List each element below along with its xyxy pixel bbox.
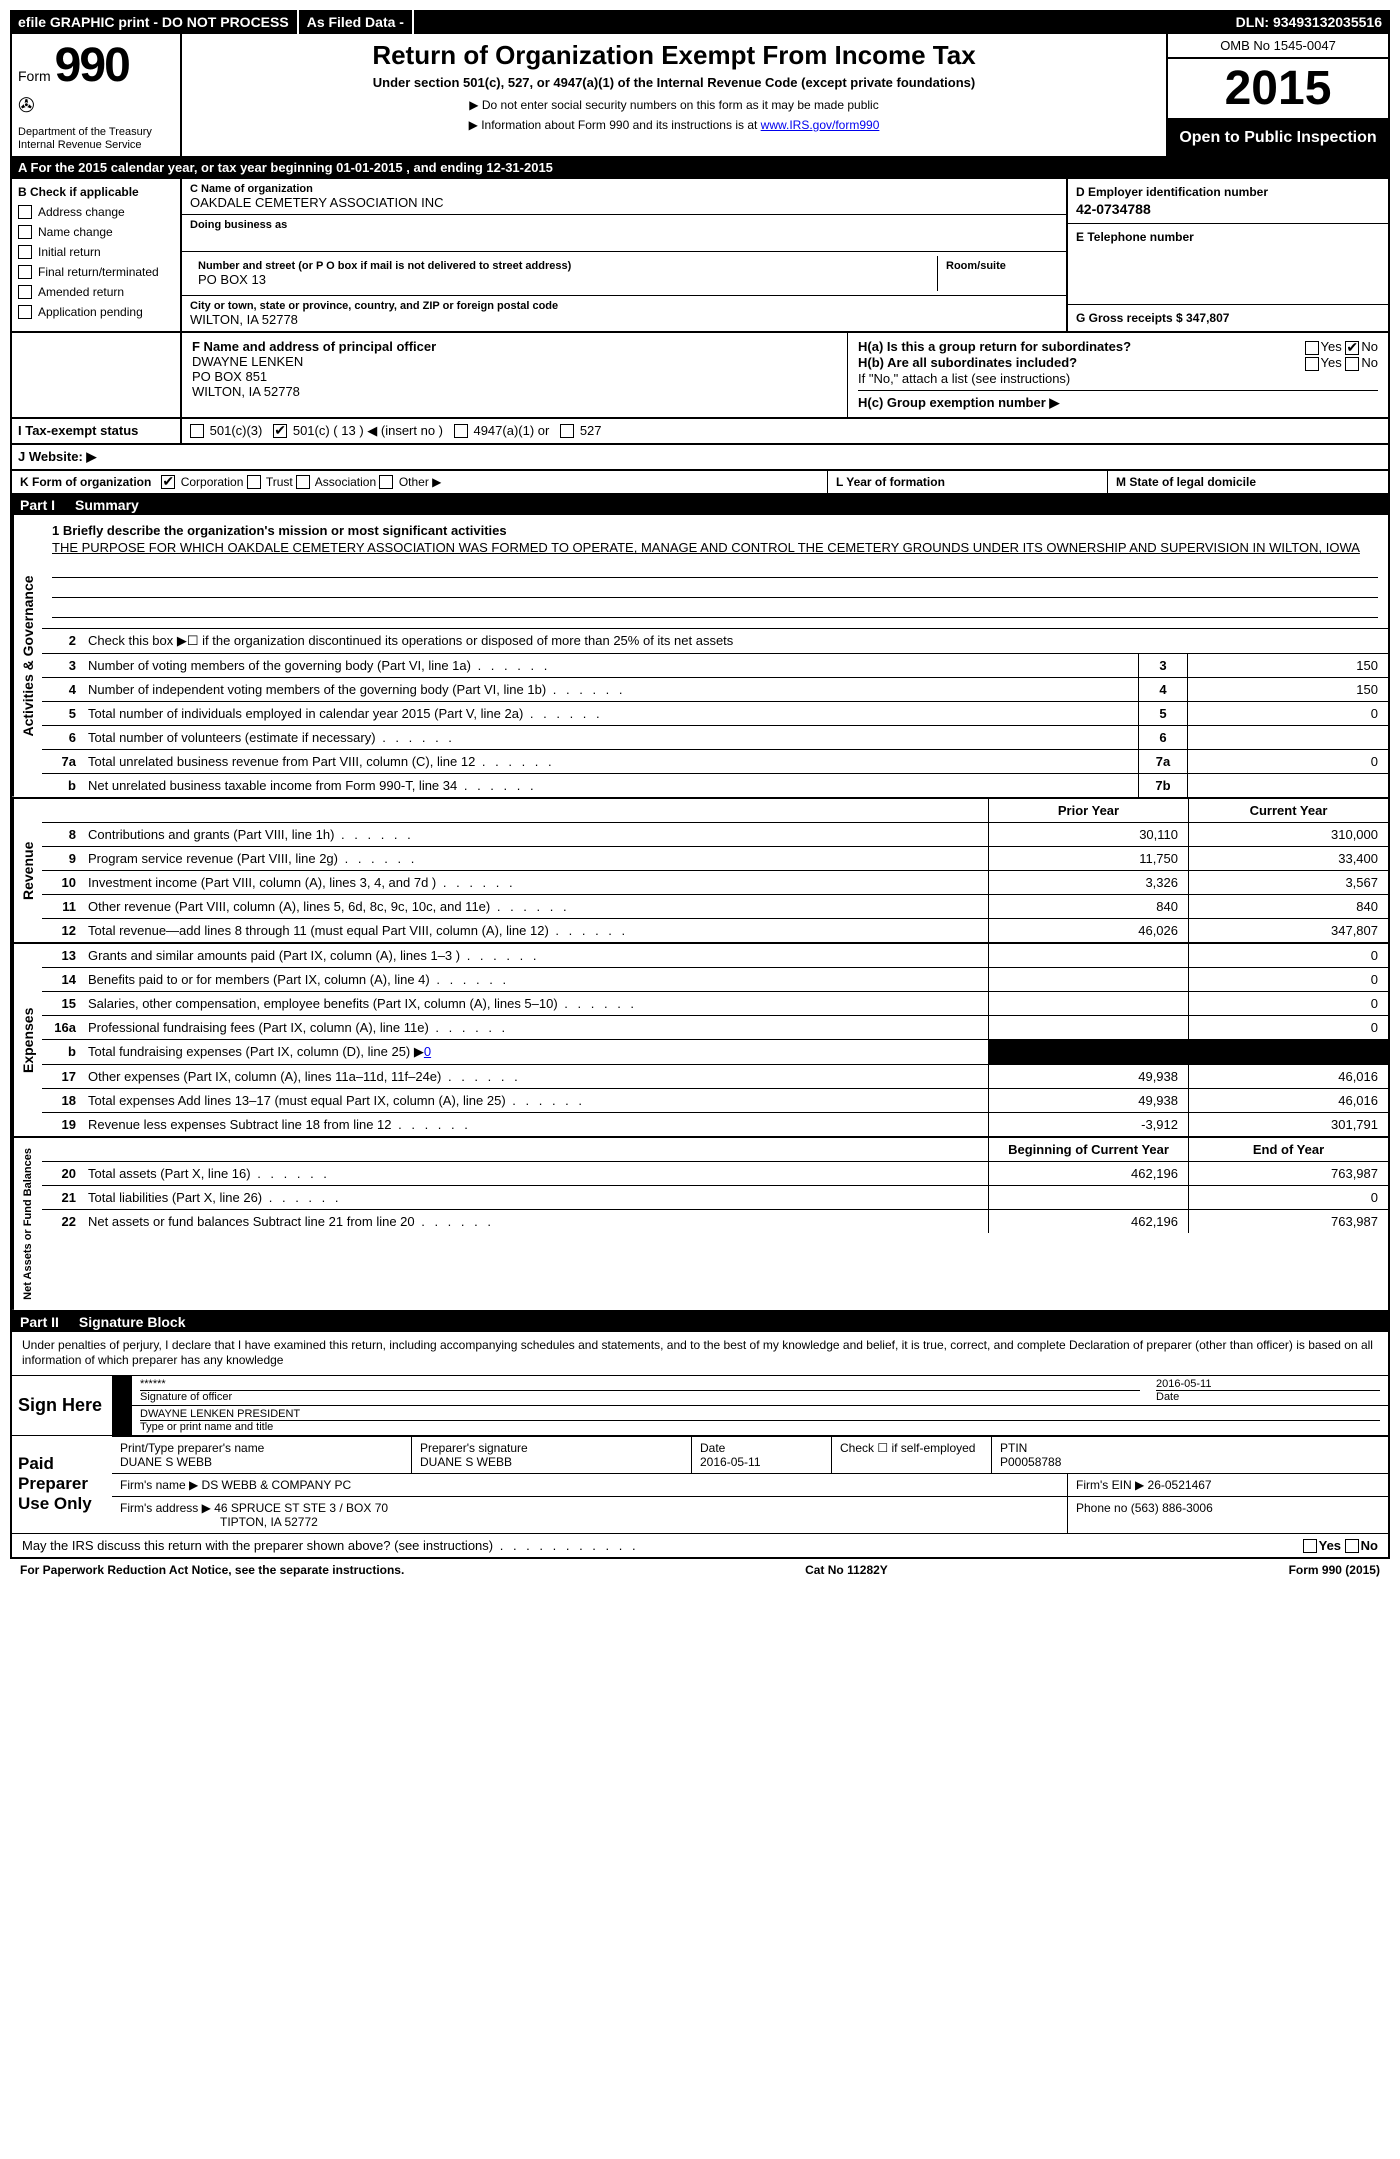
activities-sidelabel: Activities & Governance xyxy=(12,515,42,797)
top-bar: efile GRAPHIC print - DO NOT PROCESS As … xyxy=(10,10,1390,34)
part-1-header: Part I Summary xyxy=(10,495,1390,515)
form-of-org-options[interactable]: Corporation Trust Association Other ▶ xyxy=(161,475,441,489)
org-street: PO BOX 13 xyxy=(198,272,929,287)
discuss-yes-no[interactable]: Yes No xyxy=(1303,1538,1378,1554)
expenses-sidelabel: Expenses xyxy=(12,944,42,1136)
financial-line: bTotal fundraising expenses (Part IX, co… xyxy=(42,1040,1388,1065)
financial-line: 9Program service revenue (Part VIII, lin… xyxy=(42,847,1388,871)
financial-line: 15Salaries, other compensation, employee… xyxy=(42,992,1388,1016)
summary-line: 4Number of independent voting members of… xyxy=(42,678,1388,702)
check-applicable-item[interactable]: Application pending xyxy=(18,305,174,319)
revenue-sidelabel: Revenue xyxy=(12,799,42,942)
part-2-header: Part II Signature Block xyxy=(10,1312,1390,1332)
org-name: OAKDALE CEMETERY ASSOCIATION INC xyxy=(190,195,1058,210)
summary-line: 5Total number of individuals employed in… xyxy=(42,702,1388,726)
signature-block: Under penalties of perjury, I declare th… xyxy=(10,1332,1390,1560)
summary-line: 7aTotal unrelated business revenue from … xyxy=(42,750,1388,774)
sign-arrow-icon xyxy=(112,1376,132,1405)
summary-line: 3Number of voting members of the governi… xyxy=(42,654,1388,678)
row-j-website: J Website: ▶ xyxy=(10,445,1390,471)
tax-year: 2015 xyxy=(1168,59,1388,120)
section-fh: F Name and address of principal officer … xyxy=(10,333,1390,418)
check-applicable-item[interactable]: Address change xyxy=(18,205,174,219)
financial-line: 18Total expenses Add lines 13–17 (must e… xyxy=(42,1089,1388,1113)
sign-here-label: Sign Here xyxy=(12,1376,112,1435)
netassets-sidelabel: Net Assets or Fund Balances xyxy=(12,1138,42,1310)
asfiled-label: As Filed Data - xyxy=(299,10,414,34)
form-number: Form 990 xyxy=(18,38,174,93)
row-i-tax-status: I Tax-exempt status 501(c)(3) 501(c) ( 1… xyxy=(10,419,1390,445)
officer-name: DWAYNE LENKEN PRESIDENT xyxy=(140,1408,1380,1420)
check-applicable-item[interactable]: Final return/terminated xyxy=(18,265,174,279)
principal-officer: F Name and address of principal officer … xyxy=(182,333,848,416)
paid-preparer-label: Paid Preparer Use Only xyxy=(12,1436,112,1533)
form-subtitle: Under section 501(c), 527, or 4947(a)(1)… xyxy=(212,75,1136,92)
ein-value: 42-0734788 xyxy=(1076,201,1380,217)
ha-yes-no[interactable]: Yes No xyxy=(1305,339,1378,355)
agency-seal-icon: ✇ xyxy=(18,93,174,118)
omb-number: OMB No 1545-0047 xyxy=(1168,34,1388,59)
activities-governance-section: Activities & Governance 1 Briefly descri… xyxy=(10,515,1390,799)
form-note-2: ▶ Information about Form 990 and its ins… xyxy=(212,118,1136,132)
efile-label: efile GRAPHIC print - DO NOT PROCESS xyxy=(10,10,299,34)
financial-line: 11Other revenue (Part VIII, column (A), … xyxy=(42,895,1388,919)
check-applicable-item[interactable]: Amended return xyxy=(18,285,174,299)
financial-line: 13Grants and similar amounts paid (Part … xyxy=(42,944,1388,968)
open-to-public: Open to Public Inspection xyxy=(1168,120,1388,156)
gross-receipts: G Gross receipts $ 347,807 xyxy=(1076,311,1380,325)
column-c-org-info: C Name of organization OAKDALE CEMETERY … xyxy=(182,179,1068,331)
financial-line: 19Revenue less expenses Subtract line 18… xyxy=(42,1113,1388,1136)
financial-line: 8Contributions and grants (Part VIII, li… xyxy=(42,823,1388,847)
summary-line: bNet unrelated business taxable income f… xyxy=(42,774,1388,797)
financial-line: 21Total liabilities (Part X, line 26)0 xyxy=(42,1186,1388,1210)
mission-statement: 1 Briefly describe the organization's mi… xyxy=(42,515,1388,629)
column-d-ein: D Employer identification number 42-0734… xyxy=(1068,179,1388,331)
sign-arrow-icon-2 xyxy=(112,1406,132,1435)
form-title: Return of Organization Exempt From Incom… xyxy=(212,40,1136,71)
financial-line: 12Total revenue—add lines 8 through 11 (… xyxy=(42,919,1388,942)
expenses-section: Expenses 13Grants and similar amounts pa… xyxy=(10,944,1390,1138)
check-applicable-item[interactable]: Initial return xyxy=(18,245,174,259)
financial-line: 17Other expenses (Part IX, column (A), l… xyxy=(42,1065,1388,1089)
column-b-checkboxes: B Check if applicable Address change Nam… xyxy=(12,179,182,331)
section-bcd: B Check if applicable Address change Nam… xyxy=(10,179,1390,333)
revenue-section: Revenue Prior Year Current Year 8Contrib… xyxy=(10,799,1390,944)
summary-line: 6Total number of volunteers (estimate if… xyxy=(42,726,1388,750)
form-note-1: ▶ Do not enter social security numbers o… xyxy=(212,98,1136,112)
net-assets-section: Net Assets or Fund Balances Beginning of… xyxy=(10,1138,1390,1312)
hb-yes-no[interactable]: Yes No xyxy=(1305,355,1378,371)
tax-status-options[interactable]: 501(c)(3) 501(c) ( 13 ) ◀ (insert no ) 4… xyxy=(182,419,1388,443)
irs-link[interactable]: www.IRS.gov/form990 xyxy=(761,118,880,132)
dln-label: DLN: 93493132035516 xyxy=(1228,10,1390,34)
form-footer: For Paperwork Reduction Act Notice, see … xyxy=(10,1559,1390,1581)
group-return-section: H(a) Is this a group return for subordin… xyxy=(848,333,1388,416)
financial-line: 14Benefits paid to or for members (Part … xyxy=(42,968,1388,992)
agency-name: Department of the Treasury Internal Reve… xyxy=(18,126,174,152)
org-city: WILTON, IA 52778 xyxy=(190,312,1058,327)
financial-line: 22Net assets or fund balances Subtract l… xyxy=(42,1210,1388,1233)
form-header: Form 990 ✇ Department of the Treasury In… xyxy=(10,34,1390,158)
check-applicable-item[interactable]: Name change xyxy=(18,225,174,239)
financial-line: 10Investment income (Part VIII, column (… xyxy=(42,871,1388,895)
row-a-tax-year: A For the 2015 calendar year, or tax yea… xyxy=(10,158,1390,179)
financial-line: 20Total assets (Part X, line 16)462,1967… xyxy=(42,1162,1388,1186)
row-k-form-of-org: K Form of organization Corporation Trust… xyxy=(10,471,1390,496)
financial-line: 16aProfessional fundraising fees (Part I… xyxy=(42,1016,1388,1040)
